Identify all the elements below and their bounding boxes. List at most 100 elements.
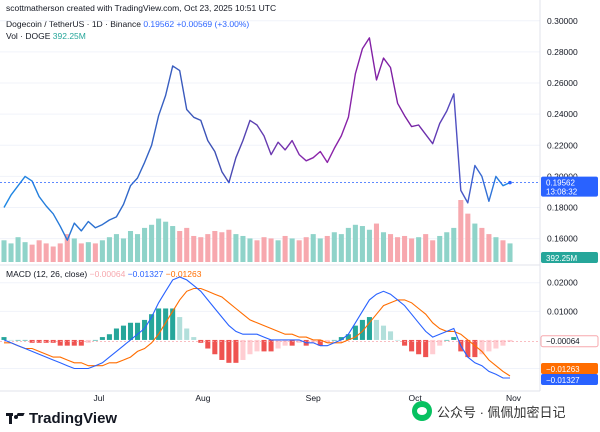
time-tick-label: Oct xyxy=(409,393,423,403)
macd-histogram-bar xyxy=(149,314,155,340)
macd-histogram-bar xyxy=(493,339,499,349)
macd-histogram-bar xyxy=(324,339,330,343)
tradingview-logo: TradingView xyxy=(6,410,117,427)
volume-bar xyxy=(486,234,492,262)
macd-histogram-bar xyxy=(64,339,70,346)
macd-histogram-bar xyxy=(373,319,380,340)
volume-bar xyxy=(493,237,499,262)
volume-bar xyxy=(78,243,84,262)
volume-bar xyxy=(226,229,232,262)
volume-bar xyxy=(156,218,162,262)
volume-bar xyxy=(352,224,358,262)
macd-hist-value: −0.00064 xyxy=(89,269,126,279)
macd-histogram-bar xyxy=(22,339,28,341)
volume-bar xyxy=(219,232,225,262)
macd-histogram-bar xyxy=(416,339,422,355)
macd-histogram-bar xyxy=(338,337,344,340)
macd-histogram-bar xyxy=(261,339,267,352)
price-tag-text: 13:08:32 xyxy=(546,188,578,197)
credit-line: scottmatherson created with TradingView.… xyxy=(6,3,277,13)
macd-histogram-bar xyxy=(142,319,148,340)
macd-histogram-bar xyxy=(430,339,436,355)
macd-tick-label: 0.01000 xyxy=(547,306,578,316)
macd-line-value: −0.01327 xyxy=(127,269,164,279)
volume-bar xyxy=(106,237,112,262)
price-tick-label: 0.20000 xyxy=(547,171,578,181)
volume-bar xyxy=(423,234,429,262)
watermark: 公众号 · 佩佩加密日记 xyxy=(412,401,566,421)
volume-bar xyxy=(402,235,408,262)
macd-histogram-bar xyxy=(156,308,162,340)
macd-histogram-bar xyxy=(240,339,246,360)
macd-histogram-bar xyxy=(409,339,415,352)
macd-histogram-bar xyxy=(472,339,478,358)
volume-bar xyxy=(296,240,302,262)
macd-histogram-bar xyxy=(233,339,239,363)
volume-bar xyxy=(85,242,91,262)
macd-histogram-bar xyxy=(71,339,77,346)
signal-tag-text: −0.01263 xyxy=(546,365,580,374)
macd-histogram-bar xyxy=(57,339,63,346)
volume-bar xyxy=(71,238,77,262)
symbol-legend: Dogecoin / TetherUS · 1D · Binance 0.195… xyxy=(6,19,249,29)
volume-bar xyxy=(430,240,436,262)
macd-histogram-bar xyxy=(465,339,471,358)
macd-histogram-bar xyxy=(451,337,457,340)
volume-bar xyxy=(36,240,42,262)
last-price-dot xyxy=(508,180,512,185)
macd-histogram-bar xyxy=(395,339,401,341)
macd-signal-value: −0.01263 xyxy=(165,269,202,279)
volume-bar xyxy=(479,227,485,262)
volume-bar xyxy=(451,227,457,262)
macd-histogram-bar xyxy=(78,339,84,346)
macd-histogram-bar xyxy=(219,339,225,360)
volume-bar xyxy=(366,229,372,262)
tv-logo-icon xyxy=(6,413,25,424)
macd-histogram-bar xyxy=(127,322,134,340)
price-tick-label: 0.24000 xyxy=(547,109,578,119)
volume-bar xyxy=(289,238,295,262)
volume-bar xyxy=(15,237,21,262)
wechat-icon xyxy=(412,401,432,421)
macd-histogram-bar xyxy=(282,339,288,346)
macd-histogram-bar xyxy=(486,339,492,352)
volume-bar xyxy=(127,231,134,262)
volume-bar xyxy=(198,237,204,262)
volume-bar xyxy=(275,240,281,262)
macd-tick-label: 0.02000 xyxy=(547,278,578,288)
volume-bar xyxy=(113,234,119,262)
macd-histogram-bar xyxy=(177,317,183,340)
brand-name: TradingView xyxy=(29,410,118,427)
volume-bar xyxy=(120,238,127,262)
volume-bar xyxy=(247,238,253,262)
macd-histogram-bar xyxy=(507,339,513,342)
volume-bar xyxy=(444,232,450,262)
price-change: +0.00569 (+3.00%) xyxy=(176,19,250,29)
time-tick-label: Sep xyxy=(306,393,321,403)
macd-histogram-bar xyxy=(380,325,387,340)
volume-bar xyxy=(472,223,478,262)
macd-line xyxy=(3,276,510,379)
macd-histogram-bar xyxy=(15,339,21,341)
volume-tag-text: 392.25M xyxy=(546,254,577,263)
volume-bar xyxy=(92,243,98,262)
time-tick-label: Nov xyxy=(506,393,522,403)
macd-histogram-bar xyxy=(191,337,197,340)
volume-bar xyxy=(64,234,70,262)
volume-bar xyxy=(50,246,56,262)
volume-bar xyxy=(303,237,309,262)
volume-bar xyxy=(99,240,105,262)
price-tick-label: 0.26000 xyxy=(547,78,578,88)
volume-bar xyxy=(43,243,49,262)
macd-histogram-bar xyxy=(479,339,485,355)
hist-tag-bg xyxy=(540,335,599,348)
volume-bar xyxy=(345,227,351,262)
volume-bar xyxy=(317,238,323,262)
macd-histogram-bar xyxy=(345,334,351,340)
time-tick-label: Jul xyxy=(93,393,104,403)
volume-bar xyxy=(57,243,63,262)
macd-histogram-bar xyxy=(205,339,211,349)
current-price: 0.19562 xyxy=(143,19,175,29)
macd-label: MACD (12, 26, close) xyxy=(6,269,88,279)
